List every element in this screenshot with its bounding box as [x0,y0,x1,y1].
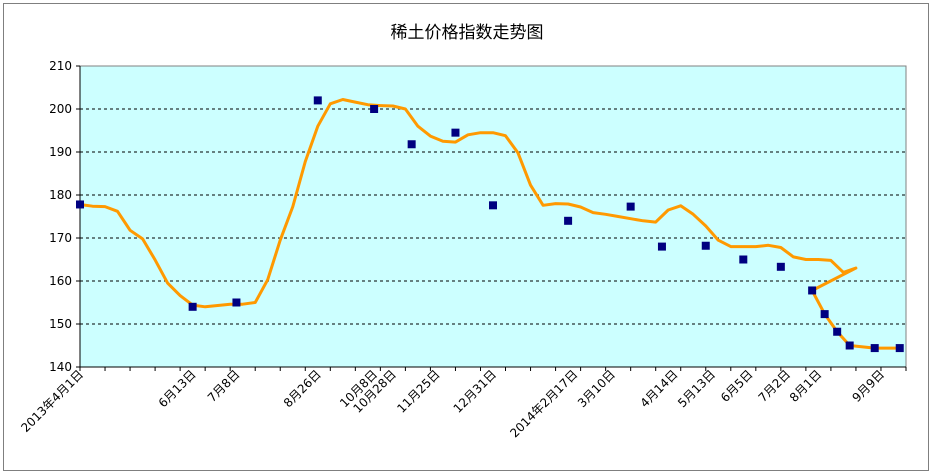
data-point-marker [895,344,904,353]
y-tick-label: 180 [49,188,72,202]
data-point-marker [626,202,635,211]
y-tick-label: 160 [49,274,72,288]
data-point-marker [313,96,322,105]
x-tick-label: 7月2日 [756,367,794,405]
x-tick-label: 12月31日 [451,367,499,415]
x-tick-label: 3月10日 [575,367,618,410]
y-tick-label: 200 [49,102,72,116]
y-tick-label: 210 [49,59,72,73]
data-point-marker [820,310,829,319]
x-tick-label: 7月8日 [205,367,243,405]
chart-title: 稀土价格指数走势图 [390,23,544,43]
y-tick-label: 150 [49,317,72,331]
x-tick-label: 6月13日 [156,367,199,410]
data-point-marker [739,255,748,264]
data-point-marker [701,241,710,250]
x-tick-label: 5月13日 [675,367,718,410]
data-point-marker [232,298,241,307]
series-line [78,98,902,350]
x-tick-label: 8月26日 [281,367,324,410]
data-point-marker [188,302,197,311]
y-tick-label: 140 [49,360,72,374]
x-tick-label: 9月9日 [849,367,887,405]
data-point-marker [845,341,854,350]
plot-area [79,65,907,368]
data-point-marker [489,201,497,210]
x-tick-label: 8月1日 [787,367,825,405]
data-point-marker [407,140,416,149]
data-point-marker [870,344,879,353]
x-tick-label: 11月25日 [394,367,442,415]
data-point-marker [564,216,573,225]
y-tick-label: 190 [49,145,72,159]
data-point-marker [76,200,84,209]
x-tick-label: 2013年4月1日 [18,367,86,435]
data-point-marker [808,286,817,295]
y-tick-label: 170 [49,231,72,245]
data-point-marker [776,262,785,271]
data-point-marker [451,128,460,137]
x-tick-label: 6月5日 [718,367,756,405]
x-tick-label: 2014年2月17日 [507,367,580,440]
x-tick-label: 4月14日 [638,367,681,410]
data-point-marker [370,105,379,113]
data-point-marker [833,327,842,336]
data-point-marker [657,242,666,251]
